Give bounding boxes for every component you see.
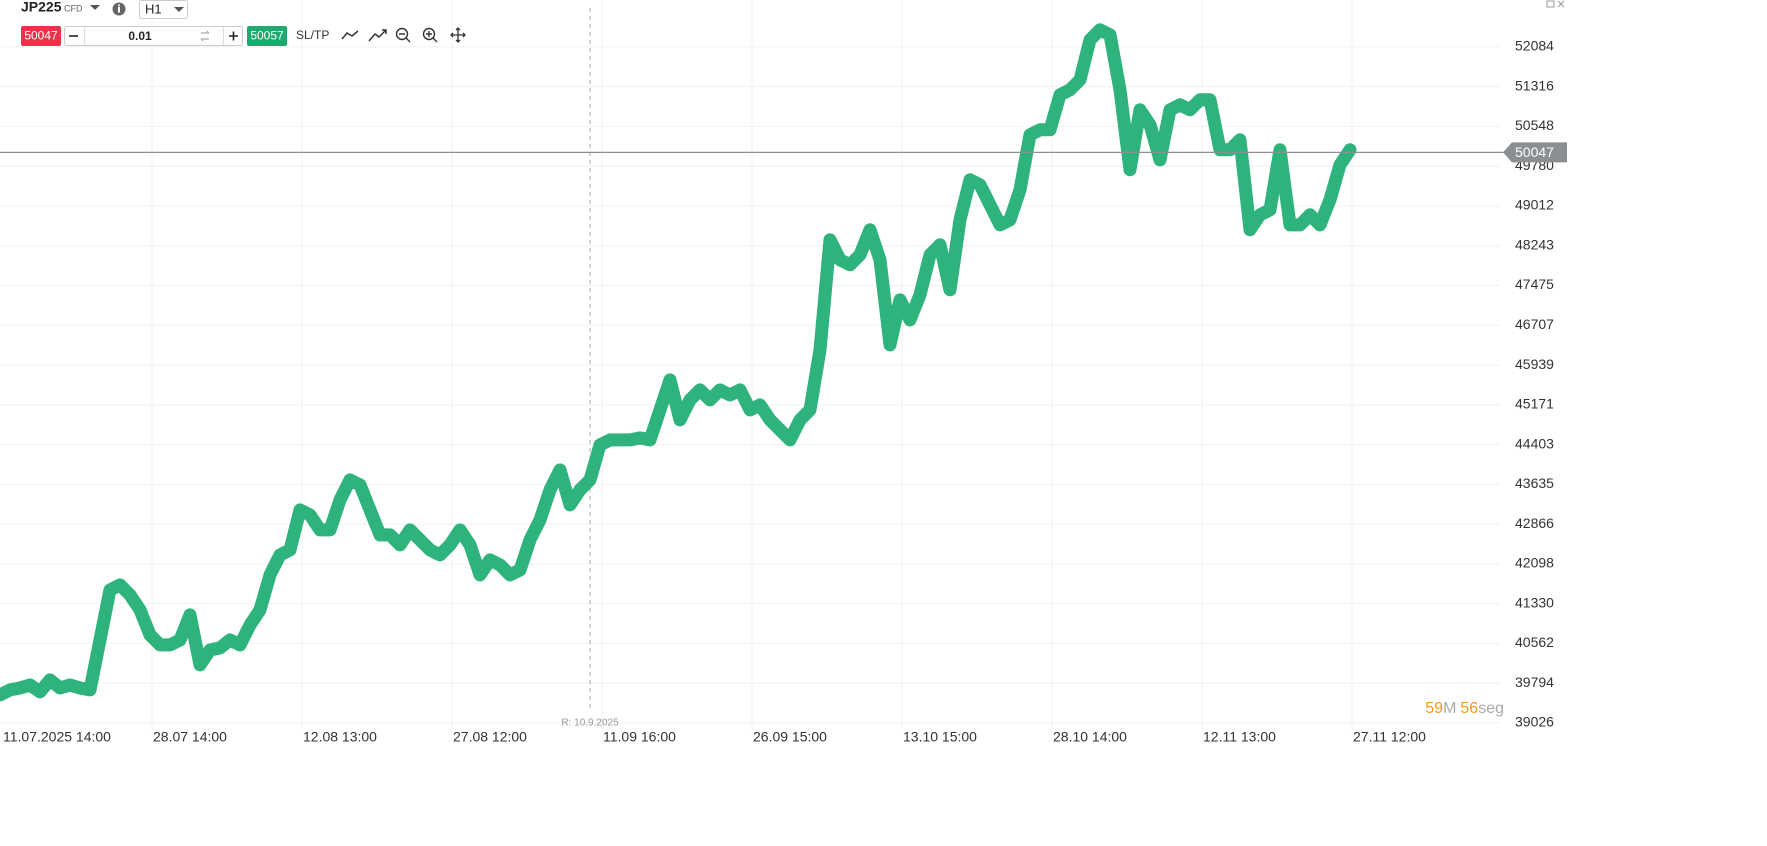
- current-price-tag: [1503, 142, 1567, 163]
- x-tick-label: 28.07 14:00: [153, 729, 227, 745]
- y-tick-label: 42866: [1515, 515, 1554, 531]
- y-tick-label: 47475: [1515, 276, 1554, 292]
- pan-icon[interactable]: [450, 27, 466, 43]
- window-icon[interactable]: [1546, 0, 1555, 8]
- buy-button[interactable]: [247, 26, 287, 46]
- y-tick-label: 51316: [1515, 77, 1554, 93]
- timeframe: H1: [145, 1, 162, 16]
- countdown-part: 56: [1460, 700, 1478, 717]
- marker-label: R: 10.9.2025: [561, 718, 619, 729]
- y-tick-label: 39794: [1515, 674, 1554, 690]
- x-tick-label: 26.09 15:00: [753, 729, 827, 745]
- swap-icon[interactable]: [200, 30, 210, 42]
- countdown-part: M: [1443, 700, 1456, 717]
- toolbar: JP225 CFD H1 50047 0.01 50057 SL/TP: [21, 0, 1565, 46]
- x-tick-label: 27.08 12:00: [453, 729, 527, 745]
- quantity[interactable]: 0.01: [128, 29, 152, 43]
- buy-price: 50057: [250, 29, 284, 43]
- y-tick-label: 42098: [1515, 555, 1554, 571]
- timeframe-dropdown: [174, 7, 184, 12]
- countdown-part: 59: [1425, 700, 1443, 717]
- symbol-dropdown[interactable]: [90, 5, 100, 10]
- x-tick-label: 27.11 12:00: [1353, 729, 1426, 745]
- y-tick-label: 43635: [1515, 475, 1554, 491]
- plot-area: 39026 39794 40562 41330 42098 42866 43635 44403…: [0, 0, 1567, 745]
- zoom-in-icon[interactable]: [422, 27, 436, 41]
- y-tick-label: 50548: [1515, 117, 1554, 133]
- x-tick-label: 11.07.2025 14:00: [3, 729, 111, 745]
- y-tick-label: 49012: [1515, 197, 1554, 213]
- x-tick-label: 12.11 13:00: [1203, 729, 1276, 745]
- x-tick-label: 12.08 13:00: [303, 729, 377, 745]
- quantity-box[interactable]: [64, 26, 243, 46]
- plus-icon[interactable]: [229, 31, 238, 41]
- y-tick-label: 45939: [1515, 356, 1554, 372]
- y-tick-label: 52084: [1515, 38, 1554, 54]
- sell-button[interactable]: [21, 26, 61, 46]
- x-tick-label: 11.09 16:00: [603, 729, 676, 745]
- info-icon-dot: [118, 4, 120, 7]
- close-icon[interactable]: [1557, 0, 1565, 8]
- countdown-part: seg: [1478, 700, 1504, 717]
- indicator-icon[interactable]: [368, 29, 387, 42]
- zoom-out-icon[interactable]: [395, 27, 409, 41]
- y-tick-label: 41330: [1515, 594, 1554, 610]
- chart-type-icon[interactable]: [341, 30, 359, 40]
- y-tick-label: 48243: [1515, 236, 1554, 252]
- info-icon-bar: [118, 7, 120, 13]
- symbol[interactable]: JP225: [21, 0, 62, 15]
- price-line: [0, 23, 1357, 702]
- current-price-label: 50047: [1515, 144, 1554, 160]
- x-tick-label: 13.10 15:00: [903, 729, 977, 745]
- countdown: 59M 56seg: [1425, 700, 1504, 717]
- y-tick-label: 44403: [1515, 435, 1554, 451]
- zoom-in-glyph: [426, 31, 438, 43]
- y-tick-label: 45171: [1515, 396, 1554, 412]
- x-tick-label: 28.10 14:00: [1053, 729, 1127, 745]
- zoom-out-glyph: [399, 33, 411, 43]
- y-tick-label: 39026: [1515, 714, 1554, 730]
- symbol-kind: CFD: [64, 3, 83, 13]
- timeframe-select[interactable]: [139, 0, 188, 19]
- sltp-button[interactable]: SL/TP: [296, 28, 329, 42]
- y-tick-label: 40562: [1515, 634, 1554, 650]
- sell-price: 50047: [24, 29, 58, 43]
- y-tick-label: 46707: [1515, 316, 1554, 332]
